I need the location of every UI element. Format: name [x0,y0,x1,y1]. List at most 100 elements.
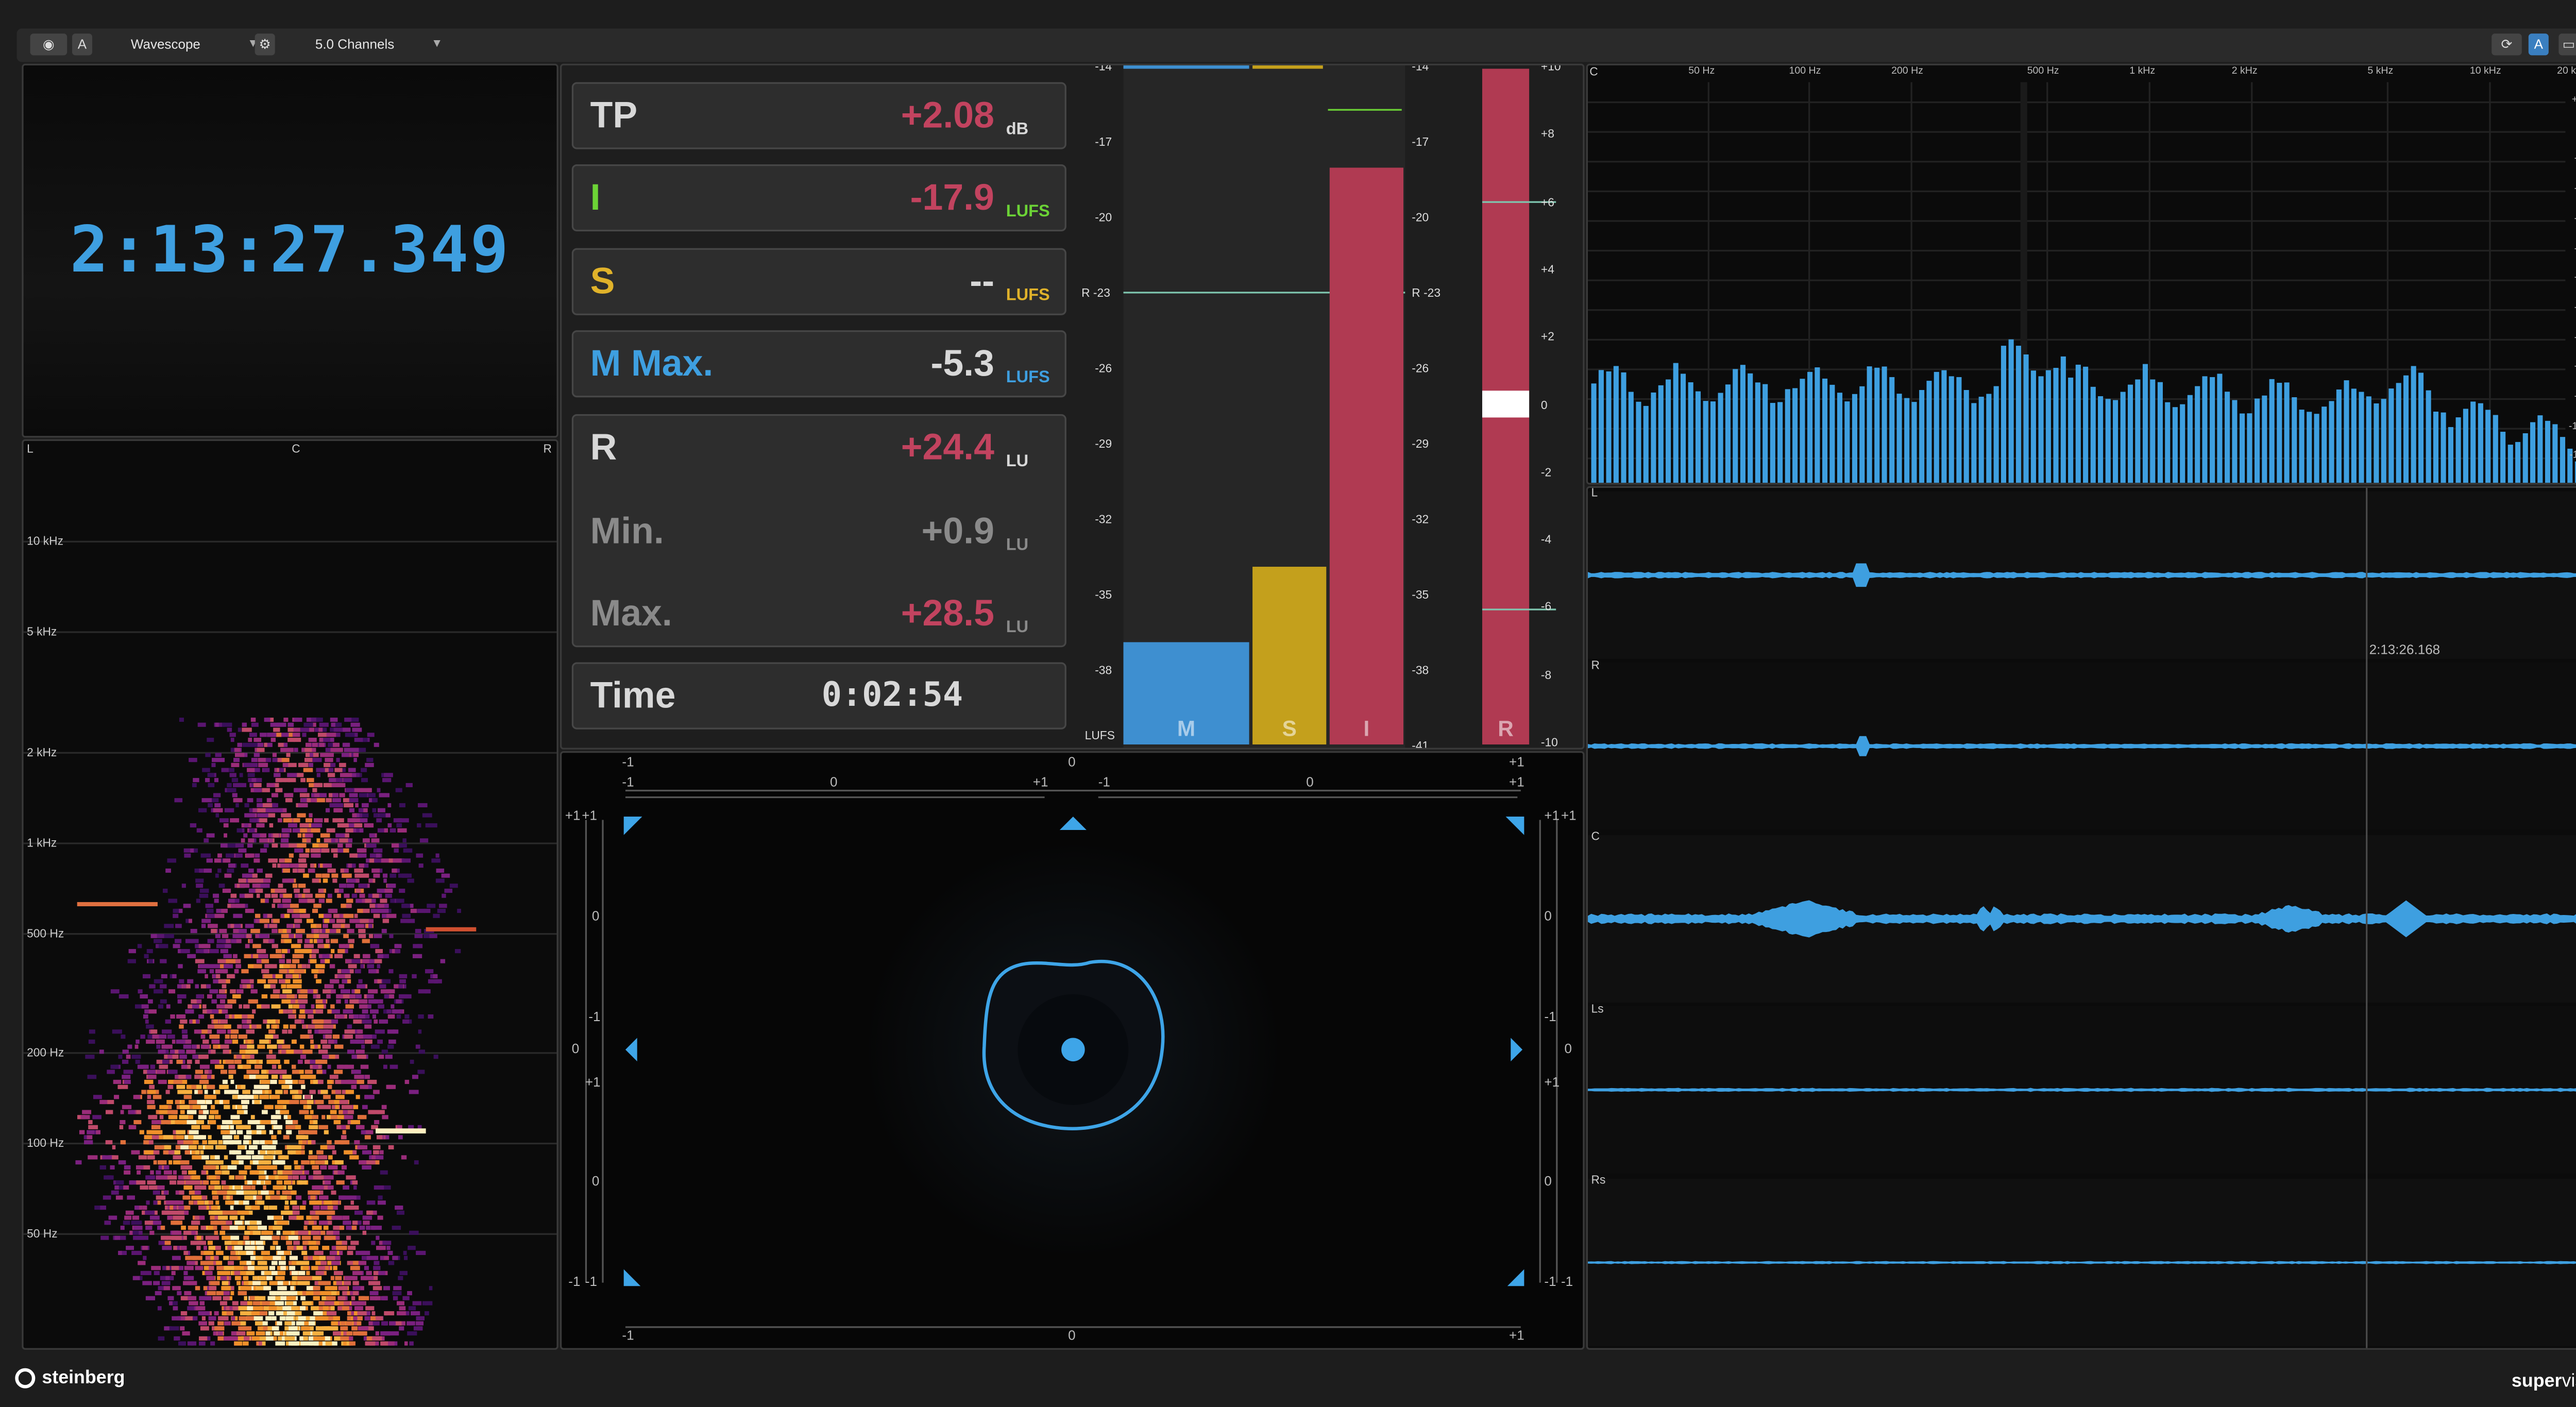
integrated-label: I [590,176,601,218]
momentary-max-value: -5.3 [930,342,994,384]
bottom-label: 0 [1068,1328,1076,1343]
wavescope-panel: L R C Ls Rs 2:13:26.168 ✕ ≡ ⇕ [1586,486,2576,1350]
integrated-marker [1328,109,1402,111]
steinberg-icon [15,1368,36,1388]
brand-name: steinberg [42,1368,125,1388]
right-side-label: +1 [1561,808,1577,823]
channel-label-c: C [292,444,300,456]
right-side-label: -1 [1544,1274,1556,1290]
channel-config: 5.0 Channels [315,37,395,52]
time-value: 0:02:54 [821,674,963,715]
meter-bar-label: I [1363,716,1370,741]
side-label: +1 [582,808,598,823]
spectrum-freq-label: 100 Hz [1789,67,1821,77]
range-scale-label: -10 [1540,737,1558,750]
meter-scale-label: -29 [1412,439,1429,451]
meter-bar-i: I [1329,166,1404,744]
meter-scale-label: -20 [1095,213,1112,225]
range-box: R +24.4 LU Min. +0.9 LU Max. +28.5 LU [571,414,1066,648]
time-panel: 2:13:27.349 [22,63,558,438]
spectrum-db-label: -30 dB [2574,214,2576,225]
meter-scale-label: -41 [1412,741,1429,750]
sync-icon[interactable]: ⟳ [2492,33,2522,56]
spectrum-db-label: -100 dB [2568,422,2576,432]
meter-scale-label: -32 [1412,515,1429,527]
cursor-time: 2:13:26.168 [2369,642,2441,657]
gear-icon[interactable]: ⚙ [255,33,275,56]
range-max-unit: LU [1006,618,1029,637]
side-label: -1 [588,1009,601,1025]
meter-bar-label: M [1177,716,1196,741]
channel-label-r: R [543,444,552,456]
s-peak-marker [1252,65,1323,69]
m-peak-marker [1123,65,1249,69]
right-side-label: 0 [1544,908,1552,924]
top-label-2: -1 [1098,774,1110,790]
steinberg-logo: steinberg [15,1368,125,1388]
product-logo: supervision [2512,1371,2576,1392]
meter-scale-label: -26 [1412,364,1429,376]
top-axis-line-right [1098,796,1518,799]
right-side-label: +1 [1544,808,1560,823]
loudness-panel: TP +2.08 dB I -17.9 LUFS S -- LUFS M Max… [560,63,1585,750]
freq-label: 200 Hz [27,1048,64,1060]
meter-scale-label: -14 [1095,63,1112,74]
range-scale-label: -6 [1540,602,1552,615]
power-icon[interactable]: ◉ [30,33,67,56]
top-label-2: -1 [622,774,634,790]
spectrum-freq-label: 1 kHz [2129,67,2156,77]
right-side-label: +1 [1544,1075,1560,1090]
range-scale-label: +10 [1540,63,1561,74]
integrated-value: -17.9 [910,176,994,218]
top-label: -1 [622,754,634,770]
timecode-display: 2:13:27.349 [70,213,511,287]
tp-label: TP [590,94,638,136]
side-label: 0 [591,908,600,924]
right-arrow-icon [1511,1038,1523,1062]
channel-selector[interactable]: 5.0 Channels ▼ [315,32,443,57]
spectrum-freq-label: 50 Hz [1688,67,1715,77]
range-max-value: +28.5 [901,591,994,634]
integrated-box: I -17.9 LUFS [571,164,1066,232]
range-indicator [1482,391,1530,418]
meter-bar-label: S [1282,716,1297,741]
playhead-cursor[interactable] [2366,488,2368,1348]
right-axis-line [1539,820,1541,1283]
left-axis-line-2 [602,820,604,1283]
freq-label: 2 kHz [27,748,57,760]
range-min-label: Min. [590,510,664,552]
wave-channel-label: R [1591,660,1600,673]
meter-scale-label: -14 [1412,63,1429,74]
layout-icon[interactable]: ▭ [2558,33,2576,56]
compare-a-right-button[interactable]: A [2528,33,2549,56]
spectrum-db-label: -70 dB [2574,333,2576,343]
right-side-label: -1 [1561,1274,1573,1290]
freq-label: 1 kHz [27,838,57,851]
range-min-value: +0.9 [921,510,994,552]
meter-scale-label: -38 [1095,666,1112,677]
wave-channel-label: Rs [1591,1175,1606,1188]
shortterm-unit: LUFS [1006,286,1050,306]
time-box: Time 0:02:54 [571,662,1066,730]
compare-a-button[interactable]: A [72,33,92,56]
spectrum-db-label: -40 dB [2574,244,2576,255]
speaker-ls-icon [623,1269,641,1286]
spectrum-freq-label: 200 Hz [1891,67,1923,77]
side-label: +1 [565,808,581,823]
spectrum-db-label: -110 dB [2569,451,2576,462]
speaker-l-icon [623,816,642,835]
bottom-label: -1 [622,1328,634,1343]
wave-channel-label: C [1591,832,1600,844]
module-selector[interactable]: Wavescope ▼ [131,32,259,57]
top-label-2: +1 [1509,774,1524,790]
spectrum-freq-label: 2 kHz [2231,67,2258,77]
time-label: Time [590,674,676,716]
right-side-label: 0 [1564,1041,1572,1057]
range-label: R [590,426,617,468]
left-axis-line [585,820,587,1283]
top-label: +1 [1509,754,1524,770]
spectrum-db-label: -80 dB [2574,363,2576,373]
right-axis-line-2 [1556,820,1558,1283]
top-label-2: 0 [1306,774,1314,790]
